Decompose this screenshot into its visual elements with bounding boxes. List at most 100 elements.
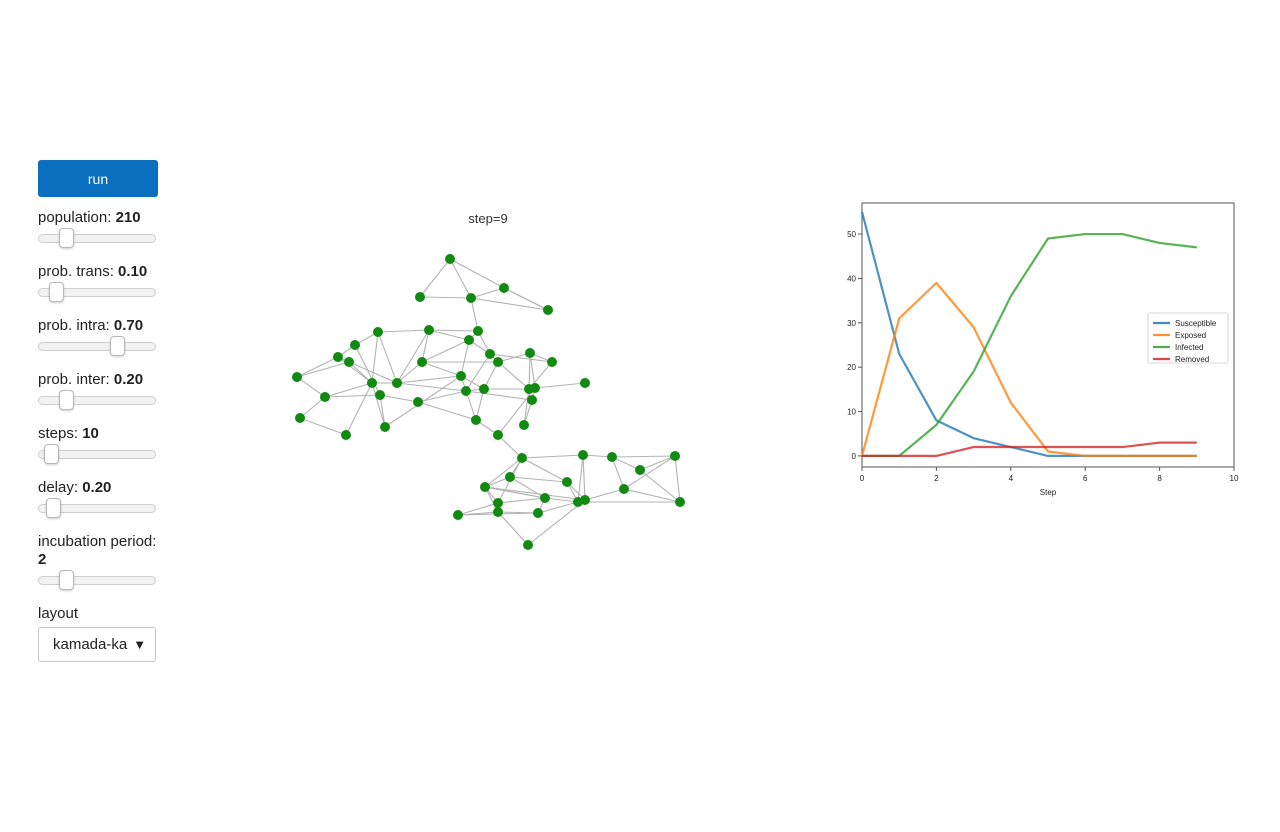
network-edge [534,382,586,389]
slider-track[interactable] [38,288,156,297]
slider-track[interactable] [38,504,156,513]
network-edge [324,394,381,398]
slider-thumb[interactable] [59,390,75,410]
network-edge [348,361,398,384]
network-edge [428,329,470,341]
network-edge [475,388,485,421]
network-edge [384,375,462,428]
population-value: 210 [115,209,141,226]
network-node [373,327,383,337]
population-slider[interactable] [38,227,156,251]
incubation-period-control: incubation period: 2 [38,533,160,593]
prob-trans-slider[interactable] [38,281,156,305]
legend-label: Infected [1175,343,1203,352]
network-node [519,420,529,430]
legend-box [1147,312,1229,364]
prob-trans-control: prob. trans: 0.10 [38,263,160,305]
network-node [578,450,588,460]
slider-thumb[interactable] [59,570,75,590]
seir-line-chart: 0 2 4 6 8 10 0 10 20 30 40 50 Step Susceptible Expose… [847,202,1239,497]
network-edge [611,455,676,458]
network-edge [497,387,536,436]
network-edge [497,361,530,390]
slider-thumb[interactable] [46,498,62,518]
network-edges [296,258,681,546]
network-node [499,283,509,293]
slider-track[interactable] [38,342,156,351]
network-node [619,484,629,494]
network-edge [299,417,347,436]
steps-slider[interactable] [38,443,156,467]
network-node [333,352,343,362]
network-edge [521,454,584,459]
network-edge [483,361,499,390]
network-edge [421,361,462,377]
network-edge [296,356,339,378]
network-node [380,422,390,432]
legend-label: Exposed [1175,331,1206,340]
network-node [415,292,425,302]
network-edge [470,287,505,299]
chart-series [860,211,1197,458]
slider-thumb[interactable] [110,336,126,356]
network-edge [470,297,549,311]
prob-inter-label: prob. inter: [38,371,110,388]
series-line-exposed [860,281,1197,458]
legend-label: Susceptible [1175,319,1217,328]
network-edge [484,486,546,499]
slider-thumb[interactable] [44,444,60,464]
run-button[interactable]: run [38,160,158,197]
incubation-period-label: incubation period: [38,533,157,550]
network-node [471,415,481,425]
slider-thumb[interactable] [59,228,75,248]
network-edge [421,329,430,363]
network-node [517,453,527,463]
network-node [525,348,535,358]
network-edge [527,499,586,546]
network-edge [639,455,676,471]
chart-legend: Susceptible Exposed Infected Removed [1147,312,1229,364]
network-node [493,498,503,508]
network-edge [428,329,479,332]
delay-slider[interactable] [38,497,156,521]
x-tick-label: 8 [1157,474,1162,483]
slider-track[interactable] [38,396,156,405]
network-node [562,477,572,487]
network-node [493,507,503,517]
incubation-period-slider[interactable] [38,569,156,593]
network-node [292,372,302,382]
y-tick-label: 0 [852,452,857,461]
layout-select[interactable]: kamada-ka ▼ [38,627,156,662]
network-nodes [292,254,685,550]
network-edge [523,388,530,426]
network-edge [465,390,533,401]
slider-track[interactable] [38,234,156,243]
network-edge [417,390,467,403]
network-edge [449,258,505,289]
plot-frame [861,202,1235,468]
network-node [464,335,474,345]
y-tick-label: 10 [847,408,856,417]
prob-intra-label: prob. intra: [38,317,110,334]
x-tick-label: 10 [1230,474,1239,483]
network-edge [509,476,546,499]
slider-track[interactable] [38,450,156,459]
prob-inter-slider[interactable] [38,389,156,413]
network-edge [337,356,373,384]
network-edge [377,331,398,384]
network-node [540,493,550,503]
network-edge [396,361,423,384]
prob-intra-slider[interactable] [38,335,156,359]
prob-trans-value: 0.10 [118,263,148,280]
network-edge [396,375,462,384]
network-edge [299,396,326,419]
slider-track[interactable] [38,576,156,585]
network-node [493,430,503,440]
network-edge [509,476,568,483]
network-node [350,340,360,350]
network-edge [419,258,451,298]
network-edge [584,488,625,501]
slider-thumb[interactable] [49,282,65,302]
network-node [295,413,305,423]
y-tick-label: 30 [847,319,856,328]
